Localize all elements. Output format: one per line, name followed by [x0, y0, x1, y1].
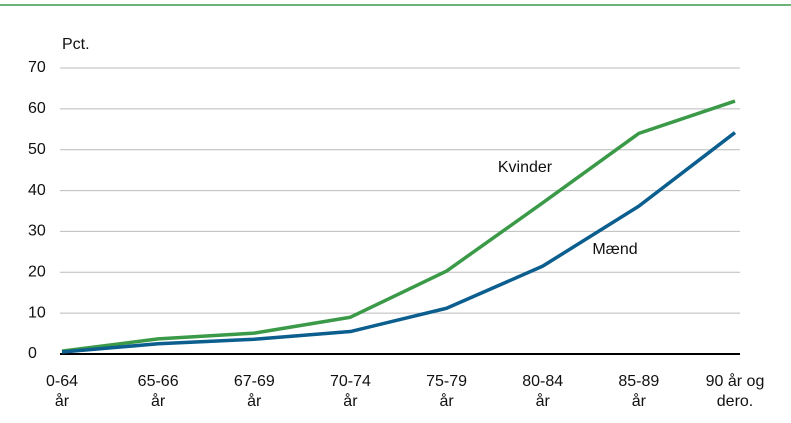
- y-axis-label: Pct.: [62, 36, 90, 53]
- y-tick-label: 20: [28, 264, 46, 281]
- y-tick-label: 30: [28, 223, 46, 240]
- series-line: [61, 131, 737, 354]
- x-tick-label: 0-64 år: [45, 373, 79, 410]
- y-tick-label: 70: [28, 59, 46, 76]
- x-tick-label: 70-74 år: [329, 373, 371, 410]
- y-tick-label: 10: [28, 304, 46, 321]
- x-tick-label: 67-69 år: [233, 373, 275, 410]
- series-label: Kvinder: [498, 159, 553, 176]
- x-tick-label: 85-89 år: [618, 373, 660, 410]
- x-tick-label: 75-79 år: [426, 373, 468, 410]
- y-tick-label: 40: [28, 182, 46, 199]
- y-tick-label: 50: [28, 141, 46, 158]
- y-tick-label: 60: [28, 100, 46, 117]
- x-tick-label: 80-84 år: [522, 373, 564, 410]
- y-tick-label: 0: [28, 345, 37, 362]
- x-tick-label: 65-66 år: [137, 373, 179, 410]
- series-line: [61, 99, 736, 353]
- series-label: Mænd: [592, 241, 637, 258]
- x-tick-label: 90 år og dero.: [705, 373, 765, 410]
